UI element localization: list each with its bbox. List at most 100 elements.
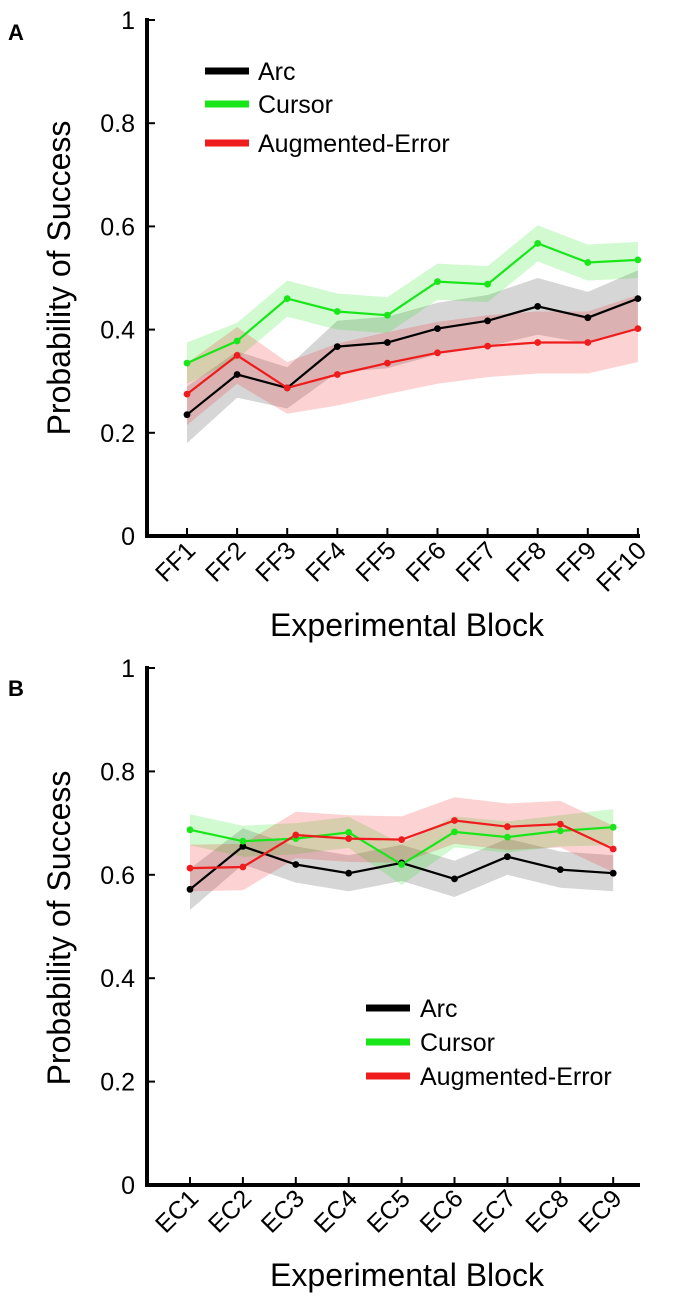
data-point-cursor [484,280,491,288]
data-point-arc [634,295,642,302]
data-point-augmented-error [609,845,617,853]
panel-a: A 00.20.40.60.81 FF1FF2FF3FF4FF5FF6FF7FF… [8,7,652,643]
x-tick-label: EC5 [362,1184,416,1238]
x-tick-label: FF2 [200,536,251,587]
data-point-augmented-error [434,349,441,357]
y-tick-label: 0 [121,1172,135,1200]
data-point-cursor [434,278,441,285]
x-tick-label: EC6 [415,1184,469,1238]
data-point-cursor [183,359,191,367]
data-point-augmented-error [283,384,291,392]
y-tick-labels: 0 0.2 0.4 0.6 0.8 1 [100,655,135,1200]
data-point-cursor [556,827,564,835]
axes [145,18,640,538]
confidence-bands [190,797,614,910]
series-line-augmented-error [186,327,639,395]
y-axis-title: Probability of Success [41,121,77,436]
data-point-cursor [504,833,511,841]
data-point-cursor [609,823,617,831]
data-point-cursor [384,311,391,319]
data-point-arc [556,866,564,873]
y-tick-label: 0.4 [100,965,135,993]
confidence-bands [187,225,638,444]
x-tick-label: FF5 [350,536,401,587]
data-point-arc [384,339,391,346]
data-point-arc [233,371,241,378]
x-tick-label: EC4 [309,1184,363,1238]
data-point-arc [584,314,592,322]
band-arc [187,270,638,444]
data-point-arc [239,843,247,850]
band-augmented-error [190,797,614,892]
data-point-cursor [186,826,194,834]
series-points [183,240,642,419]
data-point-augmented-error [484,342,491,350]
y-tick-label: 0 [121,523,135,551]
data-point-augmented-error [634,325,642,332]
y-tick-label: 0.2 [100,1069,135,1097]
x-axis-title: Experimental Block [270,1257,545,1293]
data-point-augmented-error [233,352,241,359]
data-point-arc [504,853,511,861]
data-point-arc [333,343,341,350]
data-point-cursor [451,828,458,836]
band-cursor [187,225,638,384]
x-tick-label: EC3 [256,1184,310,1238]
x-tick-label: FF3 [250,536,301,587]
data-point-augmented-error [398,836,405,843]
y-tick-label: 0.6 [100,213,135,241]
legend-label-arc: Arc [420,995,458,1023]
x-tick-label: EC8 [520,1184,574,1238]
data-point-arc [434,325,441,332]
panel-b: B 00.20.40.60.81 EC1EC2EC3EC4EC5EC6EC7EC… [8,655,640,1293]
data-point-augmented-error [186,864,194,872]
data-point-cursor [534,240,542,247]
data-point-cursor [634,256,642,264]
legend-label-cursor: Cursor [258,91,333,119]
legend-label-augmented-error: Augmented-Error [258,130,450,158]
x-tick-label: FF1 [150,536,201,587]
x-axis-title: Experimental Block [270,607,545,643]
data-point-arc [292,861,300,868]
data-point-augmented-error [183,390,191,398]
data-point-arc [484,317,491,325]
data-point-arc [609,869,617,877]
data-point-augmented-error [584,339,592,346]
data-point-augmented-error [239,863,247,871]
x-tick-label: FF4 [300,536,351,587]
x-tick-label: EC7 [467,1184,521,1238]
data-point-cursor [283,295,291,302]
y-tick-label: 0.2 [100,420,135,448]
data-point-cursor [239,837,247,845]
axes [145,666,640,1187]
data-point-augmented-error [333,371,341,378]
data-point-augmented-error [534,339,542,346]
data-point-cursor [345,829,353,836]
y-tick-label: 1 [121,655,135,683]
panel-label: B [8,676,24,701]
data-point-augmented-error [292,831,300,839]
x-tick-label: EC1 [150,1184,204,1238]
series-lines [186,242,639,416]
band-arc [190,828,614,910]
data-point-augmented-error [451,817,458,824]
data-point-augmented-error [504,823,511,831]
series-points [186,817,617,893]
data-point-cursor [333,308,341,315]
series-line-arc [186,297,639,416]
x-tick-label: FF7 [451,536,502,587]
data-point-augmented-error [556,820,564,828]
data-point-cursor [584,259,592,266]
data-point-cursor [398,861,405,868]
y-tick-label: 1 [121,7,135,35]
data-point-augmented-error [384,359,391,367]
data-point-arc [534,303,542,310]
y-axis-title: Probability of Success [41,771,77,1086]
data-point-arc [186,885,194,893]
axis-lines [145,666,640,1187]
legend-label-augmented-error: Augmented-Error [420,1063,612,1091]
x-tick-label: EC9 [573,1184,627,1238]
